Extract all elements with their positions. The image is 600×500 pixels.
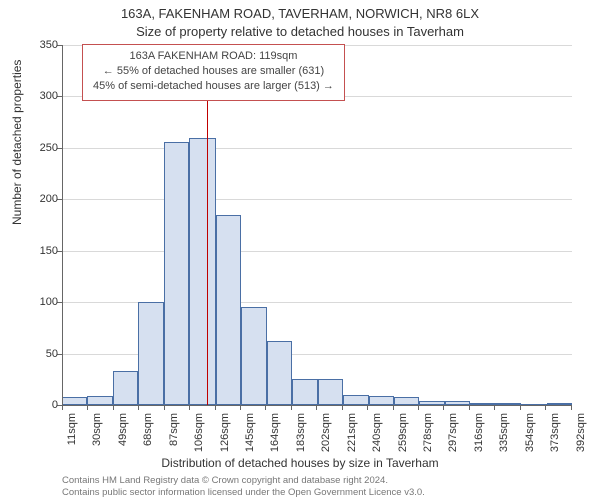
annotation-line2: ← 55% of detached houses are smaller (63… bbox=[93, 64, 334, 79]
histogram-bar bbox=[189, 138, 216, 405]
y-tick-label: 350 bbox=[40, 39, 58, 51]
histogram-chart: 163A, FAKENHAM ROAD, TAVERHAM, NORWICH, … bbox=[0, 0, 600, 500]
y-axis-label: Number of detached properties bbox=[10, 60, 24, 225]
x-tick bbox=[418, 405, 419, 410]
grid-line bbox=[62, 148, 572, 149]
x-tick bbox=[316, 405, 317, 410]
x-tick-label: 240sqm bbox=[371, 413, 383, 457]
x-axis-label: Distribution of detached houses by size … bbox=[0, 456, 600, 470]
histogram-bar bbox=[369, 396, 394, 405]
x-tick-label: 335sqm bbox=[498, 413, 510, 457]
histogram-bar bbox=[87, 396, 112, 405]
histogram-bar bbox=[267, 341, 292, 405]
histogram-bar bbox=[138, 302, 163, 405]
chart-title-subtitle: Size of property relative to detached ho… bbox=[0, 24, 600, 39]
x-tick bbox=[291, 405, 292, 410]
histogram-bar bbox=[113, 371, 138, 405]
x-tick-label: 106sqm bbox=[193, 413, 205, 457]
x-tick bbox=[164, 405, 165, 410]
y-tick-label: 100 bbox=[40, 296, 58, 308]
attribution-line2: Contains public sector information licen… bbox=[62, 487, 425, 498]
x-tick-label: 259sqm bbox=[397, 413, 409, 457]
x-tick-label: 202sqm bbox=[320, 413, 332, 457]
y-tick-label: 50 bbox=[46, 348, 58, 360]
y-tick-label: 200 bbox=[40, 193, 58, 205]
x-tick bbox=[240, 405, 241, 410]
x-tick-label: 392sqm bbox=[575, 413, 587, 457]
x-tick bbox=[342, 405, 343, 410]
x-tick bbox=[367, 405, 368, 410]
grid-line bbox=[62, 199, 572, 200]
x-tick bbox=[393, 405, 394, 410]
histogram-bar bbox=[241, 307, 266, 405]
annotation-line1: 163A FAKENHAM ROAD: 119sqm bbox=[93, 49, 334, 64]
x-tick-label: 221sqm bbox=[346, 413, 358, 457]
x-tick-label: 126sqm bbox=[219, 413, 231, 457]
x-tick bbox=[545, 405, 546, 410]
y-tick-label: 150 bbox=[40, 245, 58, 257]
x-tick bbox=[189, 405, 190, 410]
y-axis-line bbox=[62, 45, 63, 405]
x-tick-label: 183sqm bbox=[295, 413, 307, 457]
x-tick bbox=[520, 405, 521, 410]
x-tick-label: 87sqm bbox=[168, 413, 180, 457]
x-tick-label: 278sqm bbox=[422, 413, 434, 457]
histogram-bar bbox=[216, 215, 241, 405]
x-tick bbox=[469, 405, 470, 410]
x-tick bbox=[138, 405, 139, 410]
x-tick-label: 373sqm bbox=[549, 413, 561, 457]
x-tick-label: 297sqm bbox=[447, 413, 459, 457]
histogram-bar bbox=[394, 397, 419, 405]
histogram-bar bbox=[62, 397, 87, 405]
x-tick-label: 316sqm bbox=[473, 413, 485, 457]
y-tick-label: 0 bbox=[52, 399, 58, 411]
histogram-bar bbox=[164, 142, 189, 405]
grid-line bbox=[62, 251, 572, 252]
x-tick bbox=[265, 405, 266, 410]
x-tick-label: 11sqm bbox=[66, 413, 78, 457]
histogram-bar bbox=[343, 395, 368, 405]
x-tick bbox=[62, 405, 63, 410]
x-tick bbox=[494, 405, 495, 410]
x-tick-label: 49sqm bbox=[117, 413, 129, 457]
annotation-line3: 45% of semi-detached houses are larger (… bbox=[93, 79, 334, 94]
x-tick bbox=[571, 405, 572, 410]
histogram-bar bbox=[292, 379, 317, 405]
histogram-bar bbox=[318, 379, 343, 405]
x-tick bbox=[215, 405, 216, 410]
chart-title-address: 163A, FAKENHAM ROAD, TAVERHAM, NORWICH, … bbox=[0, 6, 600, 21]
x-tick-label: 145sqm bbox=[244, 413, 256, 457]
annotation-box: 163A FAKENHAM ROAD: 119sqm ← 55% of deta… bbox=[82, 44, 345, 101]
x-tick-label: 68sqm bbox=[142, 413, 154, 457]
y-tick-label: 250 bbox=[40, 142, 58, 154]
x-tick bbox=[87, 405, 88, 410]
attribution-line1: Contains HM Land Registry data © Crown c… bbox=[62, 475, 388, 486]
x-tick-label: 164sqm bbox=[269, 413, 281, 457]
x-tick-label: 354sqm bbox=[524, 413, 536, 457]
y-tick-label: 300 bbox=[40, 90, 58, 102]
x-tick bbox=[443, 405, 444, 410]
x-tick bbox=[113, 405, 114, 410]
x-tick-label: 30sqm bbox=[91, 413, 103, 457]
